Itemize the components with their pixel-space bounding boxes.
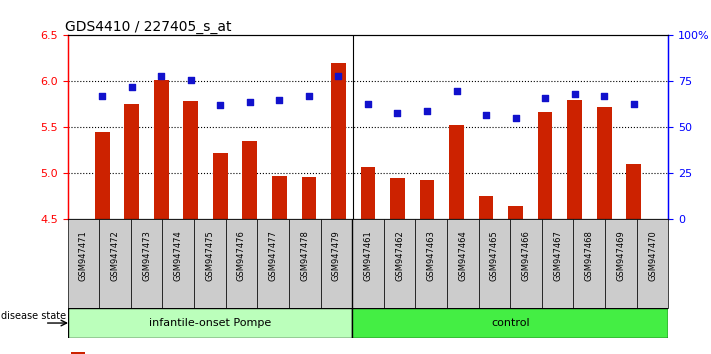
Bar — [447, 219, 479, 308]
Text: GSM947477: GSM947477 — [269, 230, 277, 281]
Bar — [419, 180, 434, 219]
Point — [362, 101, 374, 106]
Point — [303, 93, 314, 99]
Text: GSM947478: GSM947478 — [300, 230, 309, 281]
Bar — [542, 219, 574, 308]
Bar — [449, 125, 464, 219]
Point — [540, 95, 551, 101]
Text: GSM947472: GSM947472 — [110, 230, 119, 281]
Bar — [301, 177, 316, 219]
Point — [481, 112, 492, 118]
Bar — [242, 141, 257, 219]
Point — [185, 77, 196, 82]
Point — [97, 93, 108, 99]
Bar — [257, 219, 289, 308]
Text: GSM947469: GSM947469 — [616, 230, 626, 281]
Bar — [331, 63, 346, 219]
Bar — [352, 219, 384, 308]
Bar — [68, 308, 352, 338]
Bar — [605, 219, 637, 308]
Bar — [124, 104, 139, 219]
Point — [599, 93, 610, 99]
Bar — [574, 219, 605, 308]
Bar — [99, 219, 131, 308]
Bar — [68, 219, 99, 308]
Text: GSM947465: GSM947465 — [490, 230, 499, 281]
Bar — [321, 219, 352, 308]
Bar — [390, 178, 405, 219]
Bar — [194, 219, 225, 308]
Point — [126, 84, 137, 90]
Text: GDS4410 / 227405_s_at: GDS4410 / 227405_s_at — [65, 21, 231, 34]
Text: GSM947467: GSM947467 — [553, 230, 562, 281]
Point — [274, 97, 285, 103]
Bar — [597, 107, 611, 219]
Text: disease state: disease state — [1, 312, 67, 321]
Bar — [225, 219, 257, 308]
Point — [244, 99, 255, 104]
Text: control: control — [491, 318, 530, 328]
Text: GSM947471: GSM947471 — [79, 230, 88, 281]
Bar — [538, 112, 552, 219]
Text: GSM947479: GSM947479 — [332, 230, 341, 281]
Text: GSM947470: GSM947470 — [648, 230, 657, 281]
Bar — [183, 101, 198, 219]
Bar — [415, 219, 447, 308]
Bar — [162, 219, 194, 308]
Text: GSM947476: GSM947476 — [237, 230, 246, 281]
Bar — [213, 153, 228, 219]
Bar — [71, 352, 85, 354]
Bar — [289, 219, 321, 308]
Bar — [637, 219, 668, 308]
Point — [333, 73, 344, 79]
Text: GSM947468: GSM947468 — [584, 230, 594, 281]
Text: GSM947475: GSM947475 — [205, 230, 214, 281]
Point — [392, 110, 403, 115]
Bar — [384, 219, 415, 308]
Point — [451, 88, 462, 93]
Text: GSM947461: GSM947461 — [363, 230, 373, 281]
Bar — [479, 196, 493, 219]
Text: GSM947463: GSM947463 — [427, 230, 436, 281]
Bar — [154, 80, 169, 219]
Bar — [95, 132, 109, 219]
Point — [215, 103, 226, 108]
Bar — [479, 219, 510, 308]
Text: infantile-onset Pompe: infantile-onset Pompe — [149, 318, 271, 328]
Bar — [626, 164, 641, 219]
Bar — [352, 308, 668, 338]
Bar — [272, 176, 287, 219]
Bar — [510, 219, 542, 308]
Text: GSM947462: GSM947462 — [395, 230, 404, 281]
Bar — [360, 167, 375, 219]
Point — [569, 91, 580, 97]
Point — [510, 115, 521, 121]
Text: GSM947474: GSM947474 — [173, 230, 183, 281]
Text: GSM947473: GSM947473 — [142, 230, 151, 281]
Text: GSM947464: GSM947464 — [459, 230, 467, 281]
Text: GSM947466: GSM947466 — [522, 230, 530, 281]
Point — [422, 108, 433, 114]
Point — [628, 101, 639, 106]
Bar — [508, 206, 523, 219]
Bar — [567, 100, 582, 219]
Bar — [131, 219, 162, 308]
Point — [156, 73, 167, 79]
